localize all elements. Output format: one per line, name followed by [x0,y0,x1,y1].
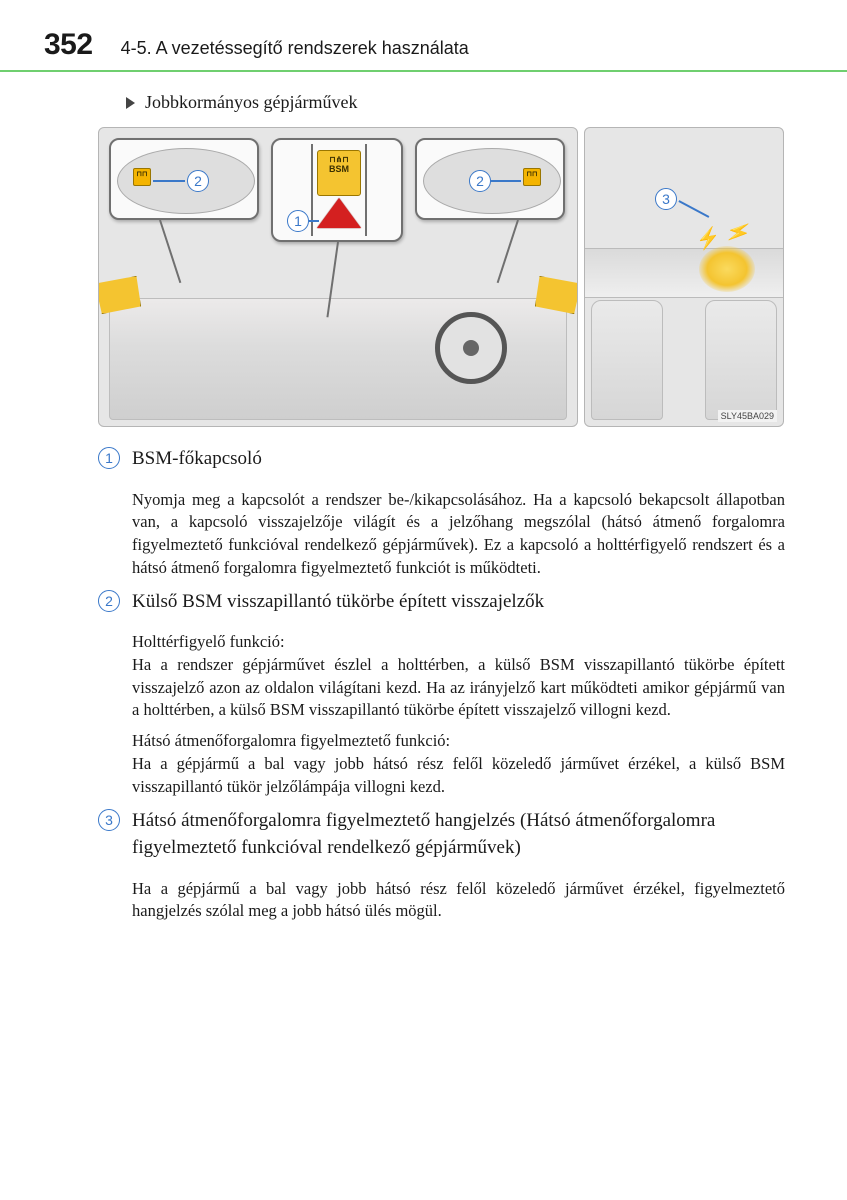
item-paragraph: Hátsó átmenőforgalomra figyelmeztető fun… [132,730,785,798]
callout-number-2b: 2 [469,170,491,192]
subheading: Jobbkormányos gépjárművek [126,92,785,113]
item-title: Hátsó átmenőforgalomra figyelmeztető han… [132,807,785,862]
content-region: Jobbkormányos gépjárművek ⊓⊓ 2 ⊓⋔⊓ BSM [0,72,847,923]
subheading-text: Jobbkormányos gépjárművek [145,92,357,113]
leader-line [153,180,185,182]
seat-right-icon [705,300,777,420]
item-title: BSM-főkapcsoló [132,445,785,473]
item-body: BSM-főkapcsoló [132,445,785,479]
item-title: Külső BSM visszapillantó tükörbe épített… [132,588,785,616]
triangle-bullet-icon [126,97,135,109]
callout-number-3: 3 [655,188,677,210]
item-body: Hátsó átmenőforgalomra figyelmeztető han… [132,807,785,868]
list-item: 3 Hátsó átmenőforgalomra figyelmeztető h… [98,807,785,868]
sound-wave-icon: ⚡ [694,224,723,253]
item-number-2: 2 [98,590,120,612]
callout-bsm-switch: ⊓⋔⊓ BSM 1 [271,138,403,242]
pointer-line [497,220,519,283]
section-title: 4-5. A vezetéssegítő rendszerek használa… [121,38,469,59]
callout-number-1: 1 [287,210,309,232]
list-item: 2 Külső BSM visszapillantó tükörbe építe… [98,588,785,622]
buzzer-glow-icon [699,246,755,292]
item-number-1: 1 [98,447,120,469]
figure-code: SLY45BA029 [718,410,777,422]
list-item: 1 BSM-főkapcsoló [98,445,785,479]
leader-line [309,220,319,222]
item-body: Külső BSM visszapillantó tükörbe épített… [132,588,785,622]
item-number-3: 3 [98,809,120,831]
bsm-indicator-icon: ⊓⊓ [133,168,151,186]
steering-wheel-icon [435,312,507,384]
sound-wave-icon: ⚡ [723,216,755,248]
figure-right: ⚡ ⚡ 3 SLY45BA029 [584,127,784,427]
figure-group: ⊓⊓ 2 ⊓⋔⊓ BSM 1 ⊓⊓ [98,127,785,427]
item-paragraph: Holttérfigyelő funkció: Ha a rendszer gé… [132,631,785,722]
leader-line [679,200,710,217]
page-number: 352 [44,28,93,62]
pointer-line [159,220,181,283]
seat-left-icon [591,300,663,420]
leader-line [489,180,521,182]
figure-left: ⊓⊓ 2 ⊓⋔⊓ BSM 1 ⊓⊓ [98,127,578,427]
item-paragraph: Ha a gépjármű a bal vagy jobb hátsó rész… [132,878,785,924]
red-up-arrow-icon [317,198,361,228]
callout-number-2: 2 [187,170,209,192]
bsm-indicator-icon: ⊓⊓ [523,168,541,186]
page-header: 352 4-5. A vezetéssegítő rendszerek hasz… [0,0,847,70]
callout-left-mirror: ⊓⊓ 2 [109,138,259,220]
item-paragraph: Nyomja meg a kapcsolót a rendszer be-/ki… [132,489,785,580]
callout-right-mirror: ⊓⊓ 2 [415,138,565,220]
